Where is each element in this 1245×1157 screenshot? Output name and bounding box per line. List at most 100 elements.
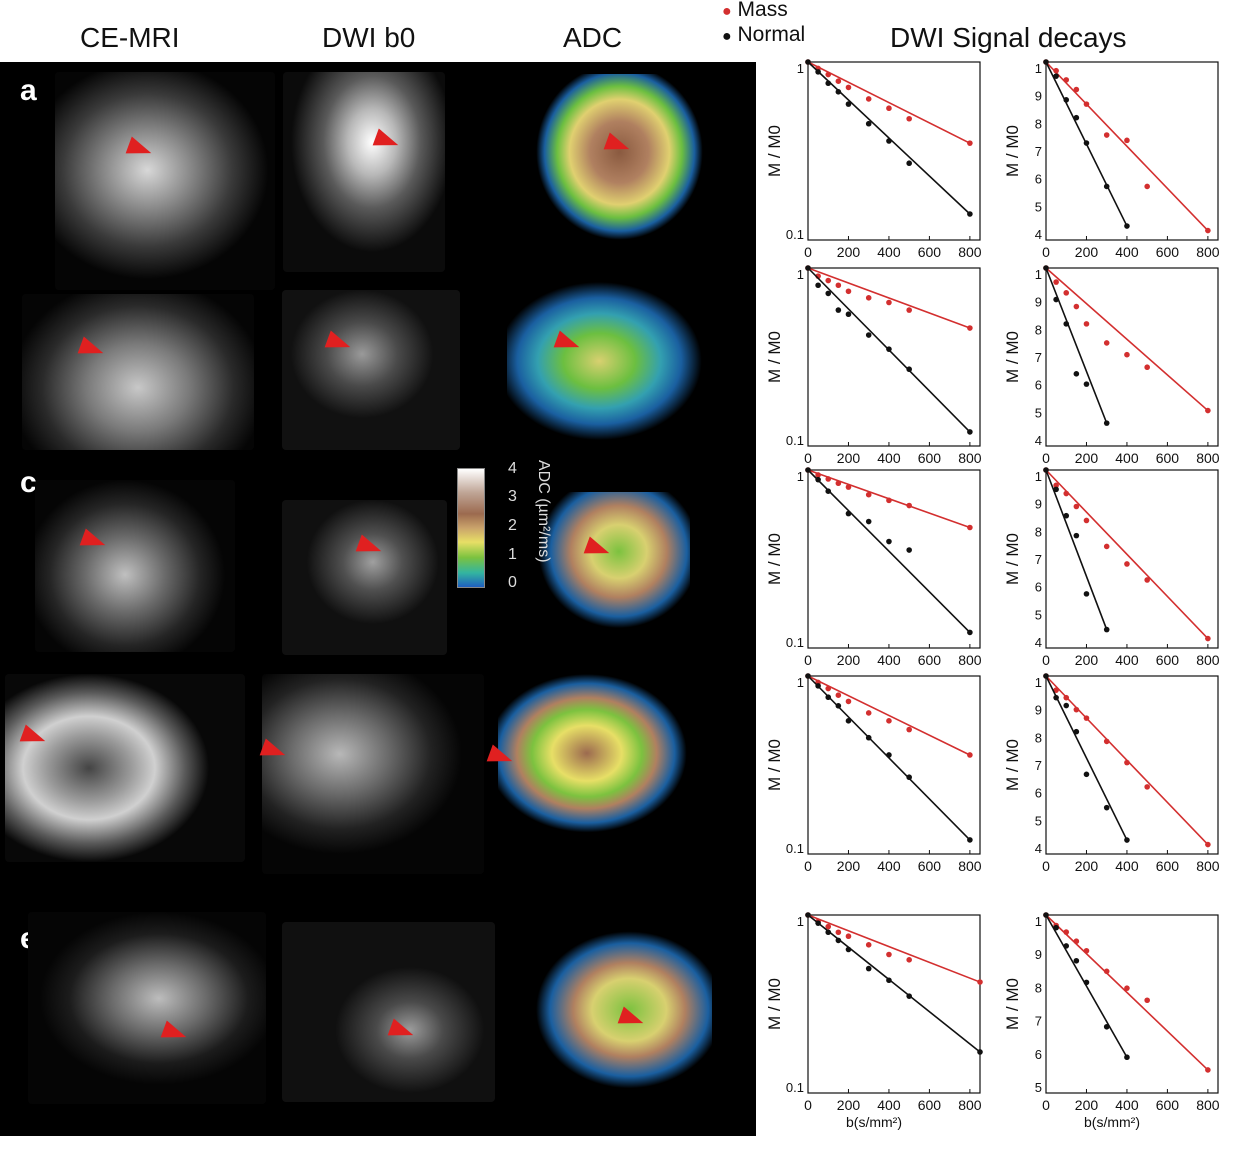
plot-a-2-normal-point <box>1053 73 1059 79</box>
plot-e-1-xtick-label: 0 <box>804 1097 812 1113</box>
legend-mass-dot-icon: ● <box>722 3 732 20</box>
plot-d-1-normal-fit-line <box>807 675 971 841</box>
header-adc: ADC <box>563 22 623 53</box>
plot-a-2-normal-point <box>1063 97 1070 103</box>
colorbar-tick-2: 2 <box>508 517 517 534</box>
plot-b-1-normal-point <box>865 332 872 338</box>
plot-b-2-ytick-label: 5 <box>1035 405 1042 420</box>
plot-c-1-mass-point <box>865 491 872 498</box>
plot-e-2-xlabel: b(s/mm²) <box>1084 1114 1140 1130</box>
plot-a-2-xtick-label: 0 <box>1042 244 1050 260</box>
plot-d-2-mass-point <box>1063 694 1070 701</box>
plot-e-2-xtick-label: 200 <box>1075 1097 1099 1113</box>
plot-b-2-xtick-label: 400 <box>1115 450 1139 466</box>
plot-a-1-mass-point <box>825 71 832 78</box>
adc-image-b <box>507 282 712 440</box>
plot-a-2-ytick-label: 5 <box>1035 199 1042 214</box>
plot-a-2-ytick-label: 4 <box>1035 227 1042 242</box>
plot-c-1-normal-point <box>815 476 821 483</box>
plot-e-2-normal-point <box>1083 979 1090 986</box>
plot-c-1-xtick-label: 600 <box>918 652 942 668</box>
plot-e-2-normal-point <box>1073 957 1080 964</box>
plot-d-2-ytick-label: 4 <box>1035 841 1042 856</box>
plot-d-1-mass-point <box>835 692 842 699</box>
plot-b-1-normal-point <box>967 429 973 435</box>
plot-c-2-normal-fit-line <box>1045 469 1108 630</box>
plot-e-1-normal-point <box>805 912 811 918</box>
plot-e-2-mass-point <box>1073 938 1080 945</box>
plot-e-1-mass-point <box>886 951 892 958</box>
plot-a-2-ylabel: M / M0 <box>1003 125 1022 177</box>
plot-e-1-frame <box>807 914 981 1094</box>
plot-d-2-mass-point <box>1053 687 1059 693</box>
plot-b-2-normal-point <box>1043 265 1049 271</box>
plot-b-2-normal-point <box>1073 371 1080 377</box>
plot-a-1-frame <box>807 61 981 241</box>
plot-a-1-normal-point <box>967 211 973 217</box>
plot-e-2-mass-point <box>1103 968 1110 975</box>
plot-a-1-xtick-label: 600 <box>918 244 942 260</box>
plot-c-1-normal-point <box>967 629 973 636</box>
plot-c-2-ytick-label: 6 <box>1035 580 1042 595</box>
plot-c-1-ylabel: M / M0 <box>765 533 784 585</box>
plot-d-2-normal-point <box>1083 771 1090 778</box>
plot-d-1-normal-point <box>815 683 821 689</box>
plot-e-2-mass-point <box>1144 997 1150 1004</box>
plot-e-2-ytick-label: 5 <box>1035 1080 1042 1095</box>
plot-e-2-xtick-label: 800 <box>1196 1097 1220 1113</box>
plot-b-2-xtick-label: 200 <box>1075 450 1099 466</box>
plot-a-1-ylabel: M / M0 <box>765 125 784 177</box>
plot-d-2-ytick-label: 6 <box>1035 786 1042 801</box>
plot-b-1-mass-point <box>886 299 892 306</box>
plot-d-1-ytick-label: 0.1 <box>786 841 804 856</box>
plot-c-1-normal-point <box>886 538 892 545</box>
plot-d-2-xtick-label: 0 <box>1042 858 1050 874</box>
plot-c-2-xtick-label: 800 <box>1196 652 1220 668</box>
plot-a-2-ytick-label: 8 <box>1035 116 1042 131</box>
plot-a-2-mass-point <box>1083 101 1090 107</box>
plot-e-1-normal-point <box>825 929 832 936</box>
plot-e-1-normal-point <box>977 1049 983 1055</box>
plot-e-1-mass-point <box>835 929 842 936</box>
plot-b-2-mass-fit-line <box>1045 267 1209 412</box>
plot-b-1-normal-point <box>805 265 811 271</box>
plot-a-2-mass-point <box>1144 183 1150 190</box>
plot-e-2-mass-point <box>1124 985 1130 991</box>
plot-e-2-normal-point <box>1063 943 1070 949</box>
plot-d-1-ylabel: M / M0 <box>765 739 784 791</box>
dwi-b0-image-a <box>283 72 445 272</box>
colorbar-tick-1: 1 <box>508 546 517 563</box>
plot-e-1-normal-point <box>865 965 872 972</box>
plot-c-2-mass-point <box>1063 490 1070 497</box>
plot-b-1-mass-point <box>825 277 832 284</box>
plot-c-2-ytick-label: 7 <box>1035 552 1042 567</box>
plot-c-2-normal-point <box>1063 512 1070 519</box>
plot-e-2-ytick-label: 7 <box>1035 1014 1042 1029</box>
header-dwi-b0: DWI b0 <box>322 22 416 53</box>
plot-e-1-mass-fit-line <box>807 914 981 983</box>
plot-a-2-mass-point <box>1073 86 1080 93</box>
plot-e-1-normal-point <box>815 920 821 926</box>
plot-e-1-xlabel: b(s/mm²) <box>846 1114 902 1130</box>
plot-e-2-xtick-label: 0 <box>1042 1097 1050 1113</box>
plot-c-1-mass-point <box>906 502 912 509</box>
plot-a-1-mass-point <box>967 140 973 146</box>
plot-b-2-ytick-label: 4 <box>1035 433 1042 448</box>
plot-a-2-xtick-label: 800 <box>1196 244 1220 260</box>
plot-c-1-mass-point <box>886 497 892 504</box>
plot-e-2-normal-fit-line <box>1045 914 1128 1058</box>
plot-a-1-xtick-label: 400 <box>877 244 901 260</box>
plot-b-1-xtick-label: 200 <box>837 450 861 466</box>
plot-c-1-normal-point <box>865 518 872 525</box>
plot-d-2-ytick-label: 9 <box>1035 703 1042 718</box>
plot-d-2-normal-point <box>1063 702 1070 709</box>
plot-c-2-ylabel: M / M0 <box>1003 533 1022 585</box>
plot-c-2-xtick-label: 400 <box>1115 652 1139 668</box>
plot-e-2-normal-point <box>1103 1023 1110 1030</box>
plot-b-1-xtick-label: 0 <box>804 450 812 466</box>
plot-b-2-mass-point <box>1103 340 1110 346</box>
plot-d-1-xtick-label: 0 <box>804 858 812 874</box>
plot-b-1-normal-point <box>825 290 832 297</box>
plot-c-1-normal-point <box>825 488 832 494</box>
plot-c-2-mass-fit-line <box>1045 469 1209 640</box>
